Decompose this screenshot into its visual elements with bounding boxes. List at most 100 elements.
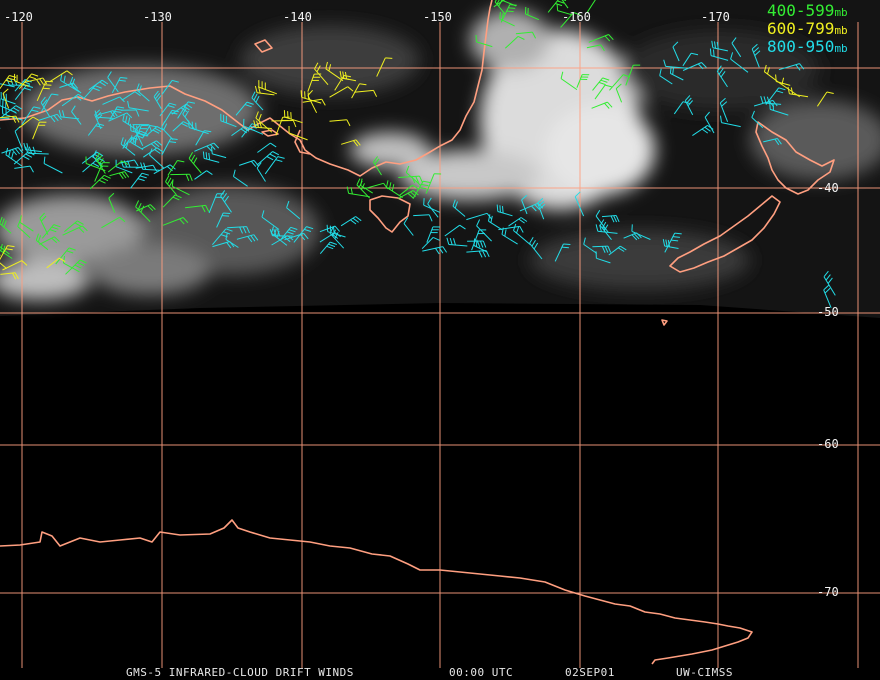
wind-barb — [664, 232, 682, 253]
wind-barb — [195, 130, 212, 146]
wind-barb — [307, 73, 322, 92]
wind-barb — [716, 65, 728, 88]
wind-barb — [257, 142, 277, 153]
wind-barb — [376, 57, 393, 77]
wind-barb — [60, 73, 80, 93]
wind-barb — [261, 210, 280, 230]
wind-barb — [319, 241, 337, 255]
wind-barb — [269, 229, 293, 237]
wind-barb — [36, 80, 54, 102]
wind-barb — [288, 125, 308, 141]
wind-barb — [135, 164, 158, 172]
wind-barb — [422, 246, 448, 255]
wind-barb — [102, 96, 125, 105]
wind-barb — [202, 151, 220, 163]
legend-entry-400-599: 400-599mb — [767, 1, 848, 20]
wind-barb — [0, 216, 12, 234]
wind-barb — [574, 191, 585, 217]
wind-barb — [85, 156, 106, 172]
wind-barbs — [0, 0, 836, 308]
wind-barb — [763, 64, 783, 86]
wind-barb — [709, 48, 729, 61]
wind-barb — [325, 61, 344, 82]
wind-barb — [41, 224, 61, 239]
wind-barb — [109, 106, 125, 120]
wind-barb — [216, 212, 231, 228]
wind-barb — [2, 88, 10, 109]
wind-barb — [446, 237, 468, 247]
wind-barb — [23, 142, 42, 153]
wind-barb — [161, 79, 179, 95]
wind-barb — [251, 91, 264, 111]
wind-barb — [329, 86, 354, 98]
wind-barb — [88, 79, 109, 91]
wind-barb — [101, 216, 126, 229]
wind-barb — [513, 223, 531, 245]
wind-barb — [329, 119, 351, 127]
wind-barb — [547, 0, 567, 13]
wind-barb — [14, 165, 34, 173]
wind-barb — [5, 147, 22, 167]
longitude-label: -160 — [562, 10, 591, 24]
wind-barb — [0, 98, 17, 113]
wind-barb — [167, 160, 185, 176]
wind-barb — [280, 226, 298, 241]
wind-barb — [141, 140, 163, 150]
wind-barb — [130, 123, 149, 137]
wind-barb — [107, 160, 129, 173]
pressure-legend: 400-599mb 600-799mb 800-950mb — [767, 1, 848, 56]
wind-barb — [220, 113, 237, 128]
wind-barb — [225, 232, 239, 248]
wind-barb — [153, 90, 162, 110]
wind-barb — [46, 257, 66, 269]
wind-barb — [71, 105, 82, 125]
tasmania-coast — [369, 195, 411, 233]
wind-barb — [475, 34, 493, 48]
wind-barb — [241, 123, 259, 138]
wind-barb — [525, 6, 540, 21]
wind-barb — [211, 146, 227, 159]
longitude-label: -150 — [423, 10, 452, 24]
wind-barb — [275, 116, 290, 136]
wind-barb — [39, 212, 49, 235]
wind-barb — [425, 173, 442, 194]
wind-barb — [719, 97, 729, 122]
wind-barb — [233, 169, 248, 187]
wind-barb — [372, 156, 382, 176]
wind-barb — [143, 147, 163, 158]
longitude-label: -170 — [701, 10, 730, 24]
longitude-label: -130 — [143, 10, 172, 24]
wind-barb — [346, 186, 370, 198]
product-name: GMS-5 INFRARED-CLOUD DRIFT WINDS — [126, 666, 354, 679]
observation-date: 02SEP01 — [565, 666, 615, 679]
wind-barb — [444, 224, 466, 237]
wind-barb — [61, 93, 85, 107]
wind-barb — [0, 245, 15, 261]
wind-barb — [109, 171, 130, 180]
wind-barb — [751, 43, 761, 68]
legend-entry-800-950: 800-950mb — [767, 37, 848, 56]
wind-barb — [692, 124, 714, 137]
wind-barb — [496, 204, 513, 217]
antarctica-coast — [0, 519, 753, 665]
wind-barb — [765, 87, 786, 105]
wind-barb — [121, 91, 141, 101]
wind-barb — [32, 121, 47, 140]
wind-barb — [89, 174, 111, 190]
wind-barb — [519, 202, 544, 212]
footer-caption: GMS-5 INFRARED-CLOUD DRIFT WINDS 00:00 U… — [126, 666, 732, 679]
wind-barb — [122, 136, 139, 149]
kangaroo-island — [261, 129, 279, 137]
wind-barb — [62, 225, 88, 236]
wind-barb — [220, 190, 232, 213]
wind-barb — [82, 85, 102, 100]
wind-barb — [17, 219, 31, 239]
wind-barb — [413, 214, 433, 222]
wind-barb — [171, 103, 193, 115]
wind-barb — [588, 34, 614, 43]
wind-barb — [235, 101, 254, 116]
wind-barb — [0, 75, 17, 90]
latitude-label: -60 — [817, 437, 839, 451]
wind-barb — [595, 209, 609, 233]
